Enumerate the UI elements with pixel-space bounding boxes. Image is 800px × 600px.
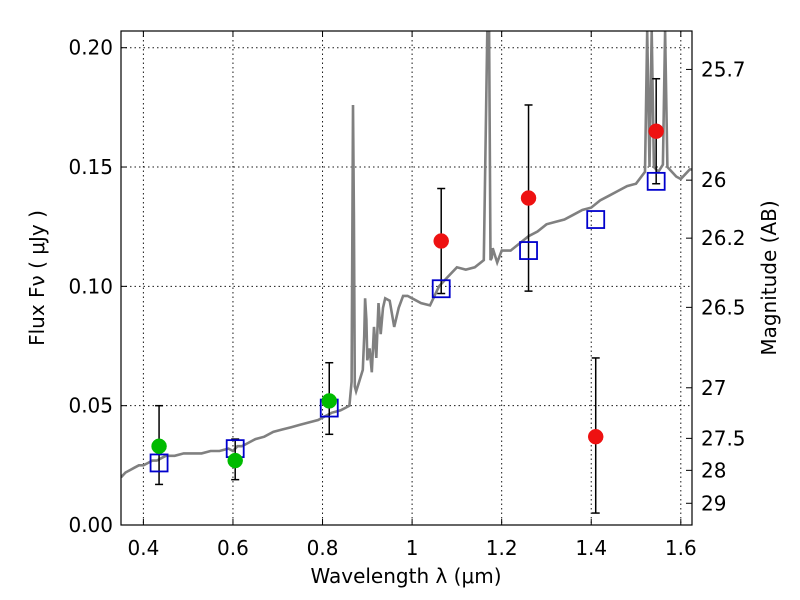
plot-frame xyxy=(120,30,693,526)
x-tick-label: 1.6 xyxy=(665,536,697,560)
nir-flux-point xyxy=(648,123,664,139)
x-tick-label: 0.8 xyxy=(307,536,339,560)
y-tick-label: 0.15 xyxy=(68,155,113,179)
x-tick-label: 1 xyxy=(406,536,419,560)
x-tick-label: 1.4 xyxy=(575,536,607,560)
nir-flux-point xyxy=(520,190,537,206)
marker-layer xyxy=(149,123,666,473)
nir-flux-point xyxy=(587,428,604,445)
model-photometry-square xyxy=(519,241,538,260)
y-axis-label: Flux Fν ( μJy ) xyxy=(25,210,49,346)
right-axis-label: Magnitude (AB) xyxy=(757,200,781,355)
y-tick-label: 0.10 xyxy=(68,274,113,298)
right-tick-label: 27 xyxy=(701,376,726,400)
y-tick-label: 0.00 xyxy=(68,513,113,537)
optical-flux-point xyxy=(321,393,337,409)
x-axis-label: Wavelength λ (μm) xyxy=(310,564,501,588)
model-spectrum-line xyxy=(121,31,692,479)
x-tick-label: 1.2 xyxy=(486,536,518,560)
optical-flux-point xyxy=(227,452,243,469)
right-tick-label: 26.2 xyxy=(701,226,746,250)
right-tick-label: 26 xyxy=(701,168,726,192)
spectrum-layer xyxy=(121,31,692,479)
model-photometry-square xyxy=(646,171,666,191)
right-tick-label: 26.5 xyxy=(701,295,746,319)
right-tick-label: 27.5 xyxy=(701,426,746,450)
x-tick-label: 0.4 xyxy=(127,536,159,560)
model-photometry-square xyxy=(149,453,169,473)
right-tick-label: 29 xyxy=(701,491,726,515)
right-tick-label: 25.7 xyxy=(701,57,746,81)
tick-layer: 0.4 0.6 0.8 1 1.2 1.4 1.6 0.00 0.05 0.10 0.15 0.20 2… xyxy=(68,31,746,560)
optical-flux-point xyxy=(151,438,167,454)
x-tick-label: 0.6 xyxy=(217,536,249,560)
right-tick-label: 28 xyxy=(701,458,726,482)
model-photometry-square xyxy=(586,210,606,229)
nir-flux-point xyxy=(433,233,449,249)
y-tick-label: 0.05 xyxy=(68,394,113,418)
model-photometry-square xyxy=(431,279,451,299)
y-tick-label: 0.20 xyxy=(68,36,113,60)
